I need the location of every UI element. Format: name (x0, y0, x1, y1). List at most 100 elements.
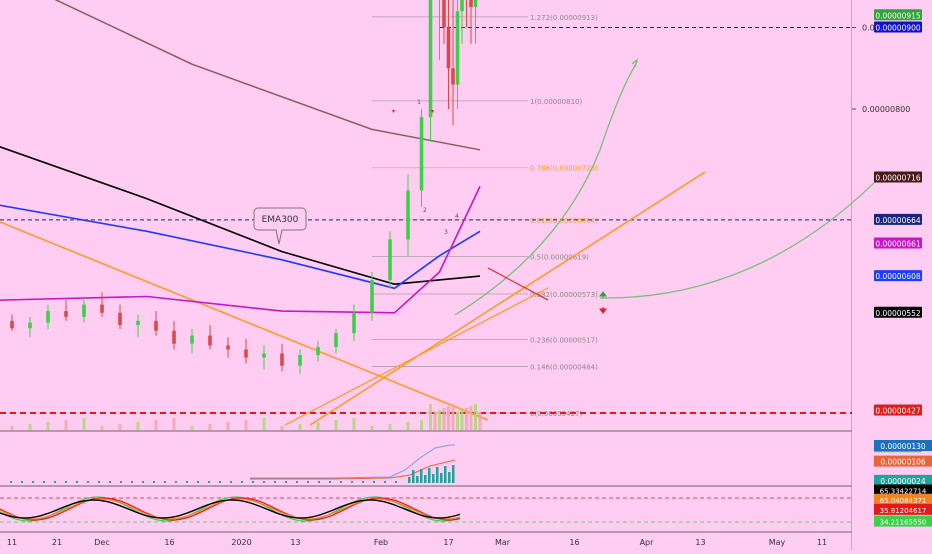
volume-bar (154, 420, 158, 430)
indicator-tag-label: 34.21165550 (880, 519, 927, 527)
candle-body (262, 353, 266, 358)
fib-level-label: 0.5(0.00000619) (530, 254, 589, 262)
trendline-ascending (284, 287, 549, 426)
volume-bar (456, 412, 459, 430)
histogram-bar (416, 476, 419, 483)
indicator-tag-label: 0.00000024 (880, 477, 926, 486)
histogram-bar (142, 481, 144, 483)
volume-bar (28, 424, 32, 430)
candle-body (10, 320, 14, 329)
candle-body (352, 312, 356, 334)
peak-marker-label: 1 (417, 99, 421, 106)
histogram-bar (230, 481, 232, 483)
fib-level-label: 1.272(0.00000913) (530, 14, 598, 22)
indicator-tag (874, 474, 932, 486)
candle-body (473, 0, 478, 8)
projection-red-line (487, 267, 549, 301)
histogram-bar (186, 481, 188, 483)
time-axis-label: Apr (640, 538, 655, 547)
red-down-marker (431, 110, 434, 113)
candle-body (316, 346, 320, 356)
histogram-bar (87, 481, 89, 483)
volume-bar (82, 418, 86, 430)
histogram-bar (219, 481, 221, 483)
candle-body (46, 311, 50, 323)
down-arrow (599, 307, 607, 314)
fib-level-label: 0.786(0.00000728) (530, 165, 598, 173)
volume-bar (262, 418, 266, 430)
price-tag (874, 9, 922, 21)
price-tag-label: 0.00000552 (875, 309, 921, 318)
fib-level-label: 0(0.00000427) (530, 410, 582, 418)
candle-body (446, 27, 451, 69)
volume-bar (433, 412, 437, 430)
fib-level-label: 0.236(0.00000517) (530, 337, 598, 345)
volume-bar (388, 424, 392, 430)
histogram-bar (351, 481, 353, 483)
candle-body (280, 353, 284, 366)
histogram-bar (54, 481, 56, 483)
indicator-tag (874, 455, 932, 467)
volume-bar (438, 410, 441, 430)
time-axis-label: 13 (695, 538, 705, 547)
histogram-bar (362, 481, 364, 483)
histogram-bar (76, 481, 78, 483)
histogram-bar (395, 481, 397, 483)
histogram-bar (109, 481, 111, 483)
time-axis-label: 11 (817, 538, 827, 547)
candle-body (118, 312, 122, 325)
indicator-tag (874, 503, 932, 515)
candle-body (100, 304, 104, 313)
candle-body (460, 0, 464, 12)
histogram-bar (98, 481, 100, 483)
candle-body (208, 335, 212, 346)
time-axis-label: 21 (52, 538, 62, 547)
ma-blue-line (0, 204, 481, 290)
indicator-line-orange (250, 459, 456, 480)
histogram-bar (285, 481, 287, 483)
candle-body (82, 304, 86, 317)
indicator-tag (874, 515, 932, 527)
candle-body (442, 0, 446, 28)
volume-bar (478, 412, 482, 430)
histogram-bar (412, 470, 415, 483)
candle-body (419, 117, 424, 191)
histogram-bar (175, 481, 177, 483)
price-tag (874, 171, 922, 183)
fib-level-label: 1(0.00000810) (530, 98, 582, 106)
histogram-bar (164, 481, 166, 483)
candle-body (136, 320, 140, 325)
indicator-tag-label: 65.33422714 (880, 488, 927, 496)
price-tag-label: 0.00000427 (875, 407, 921, 416)
ema300-label: EMA300 (262, 215, 299, 225)
histogram-bar (318, 481, 320, 483)
price-tag-label: 0.00000716 (875, 173, 921, 182)
red-down-marker (392, 110, 395, 113)
histogram-bar (428, 468, 431, 483)
volume-bar (406, 422, 410, 430)
histogram-bar (436, 467, 439, 483)
histogram-bar (432, 474, 435, 483)
candle-body (28, 322, 32, 329)
histogram-bar (452, 465, 455, 483)
volume-bar (352, 418, 356, 430)
volume-bar (208, 424, 212, 430)
indicator-tag-label: 65.04084371 (880, 497, 927, 505)
volume-bar (100, 426, 104, 430)
time-axis-label: Feb (374, 538, 388, 547)
candle-body (370, 280, 374, 313)
price-tag (874, 21, 922, 33)
volume-bar (118, 424, 122, 430)
indicator-tag (874, 484, 932, 496)
volume-bar (451, 404, 455, 430)
volume-bar (226, 422, 230, 430)
volume-bar (460, 410, 464, 430)
indicator-tag-label: 0.00000106 (880, 458, 926, 467)
ema300-callout: EMA300 (253, 207, 307, 245)
histogram-bar (307, 481, 309, 483)
candle-body (190, 335, 194, 344)
candle-body (469, 0, 473, 8)
peak-marker-label: 2 (423, 207, 427, 214)
